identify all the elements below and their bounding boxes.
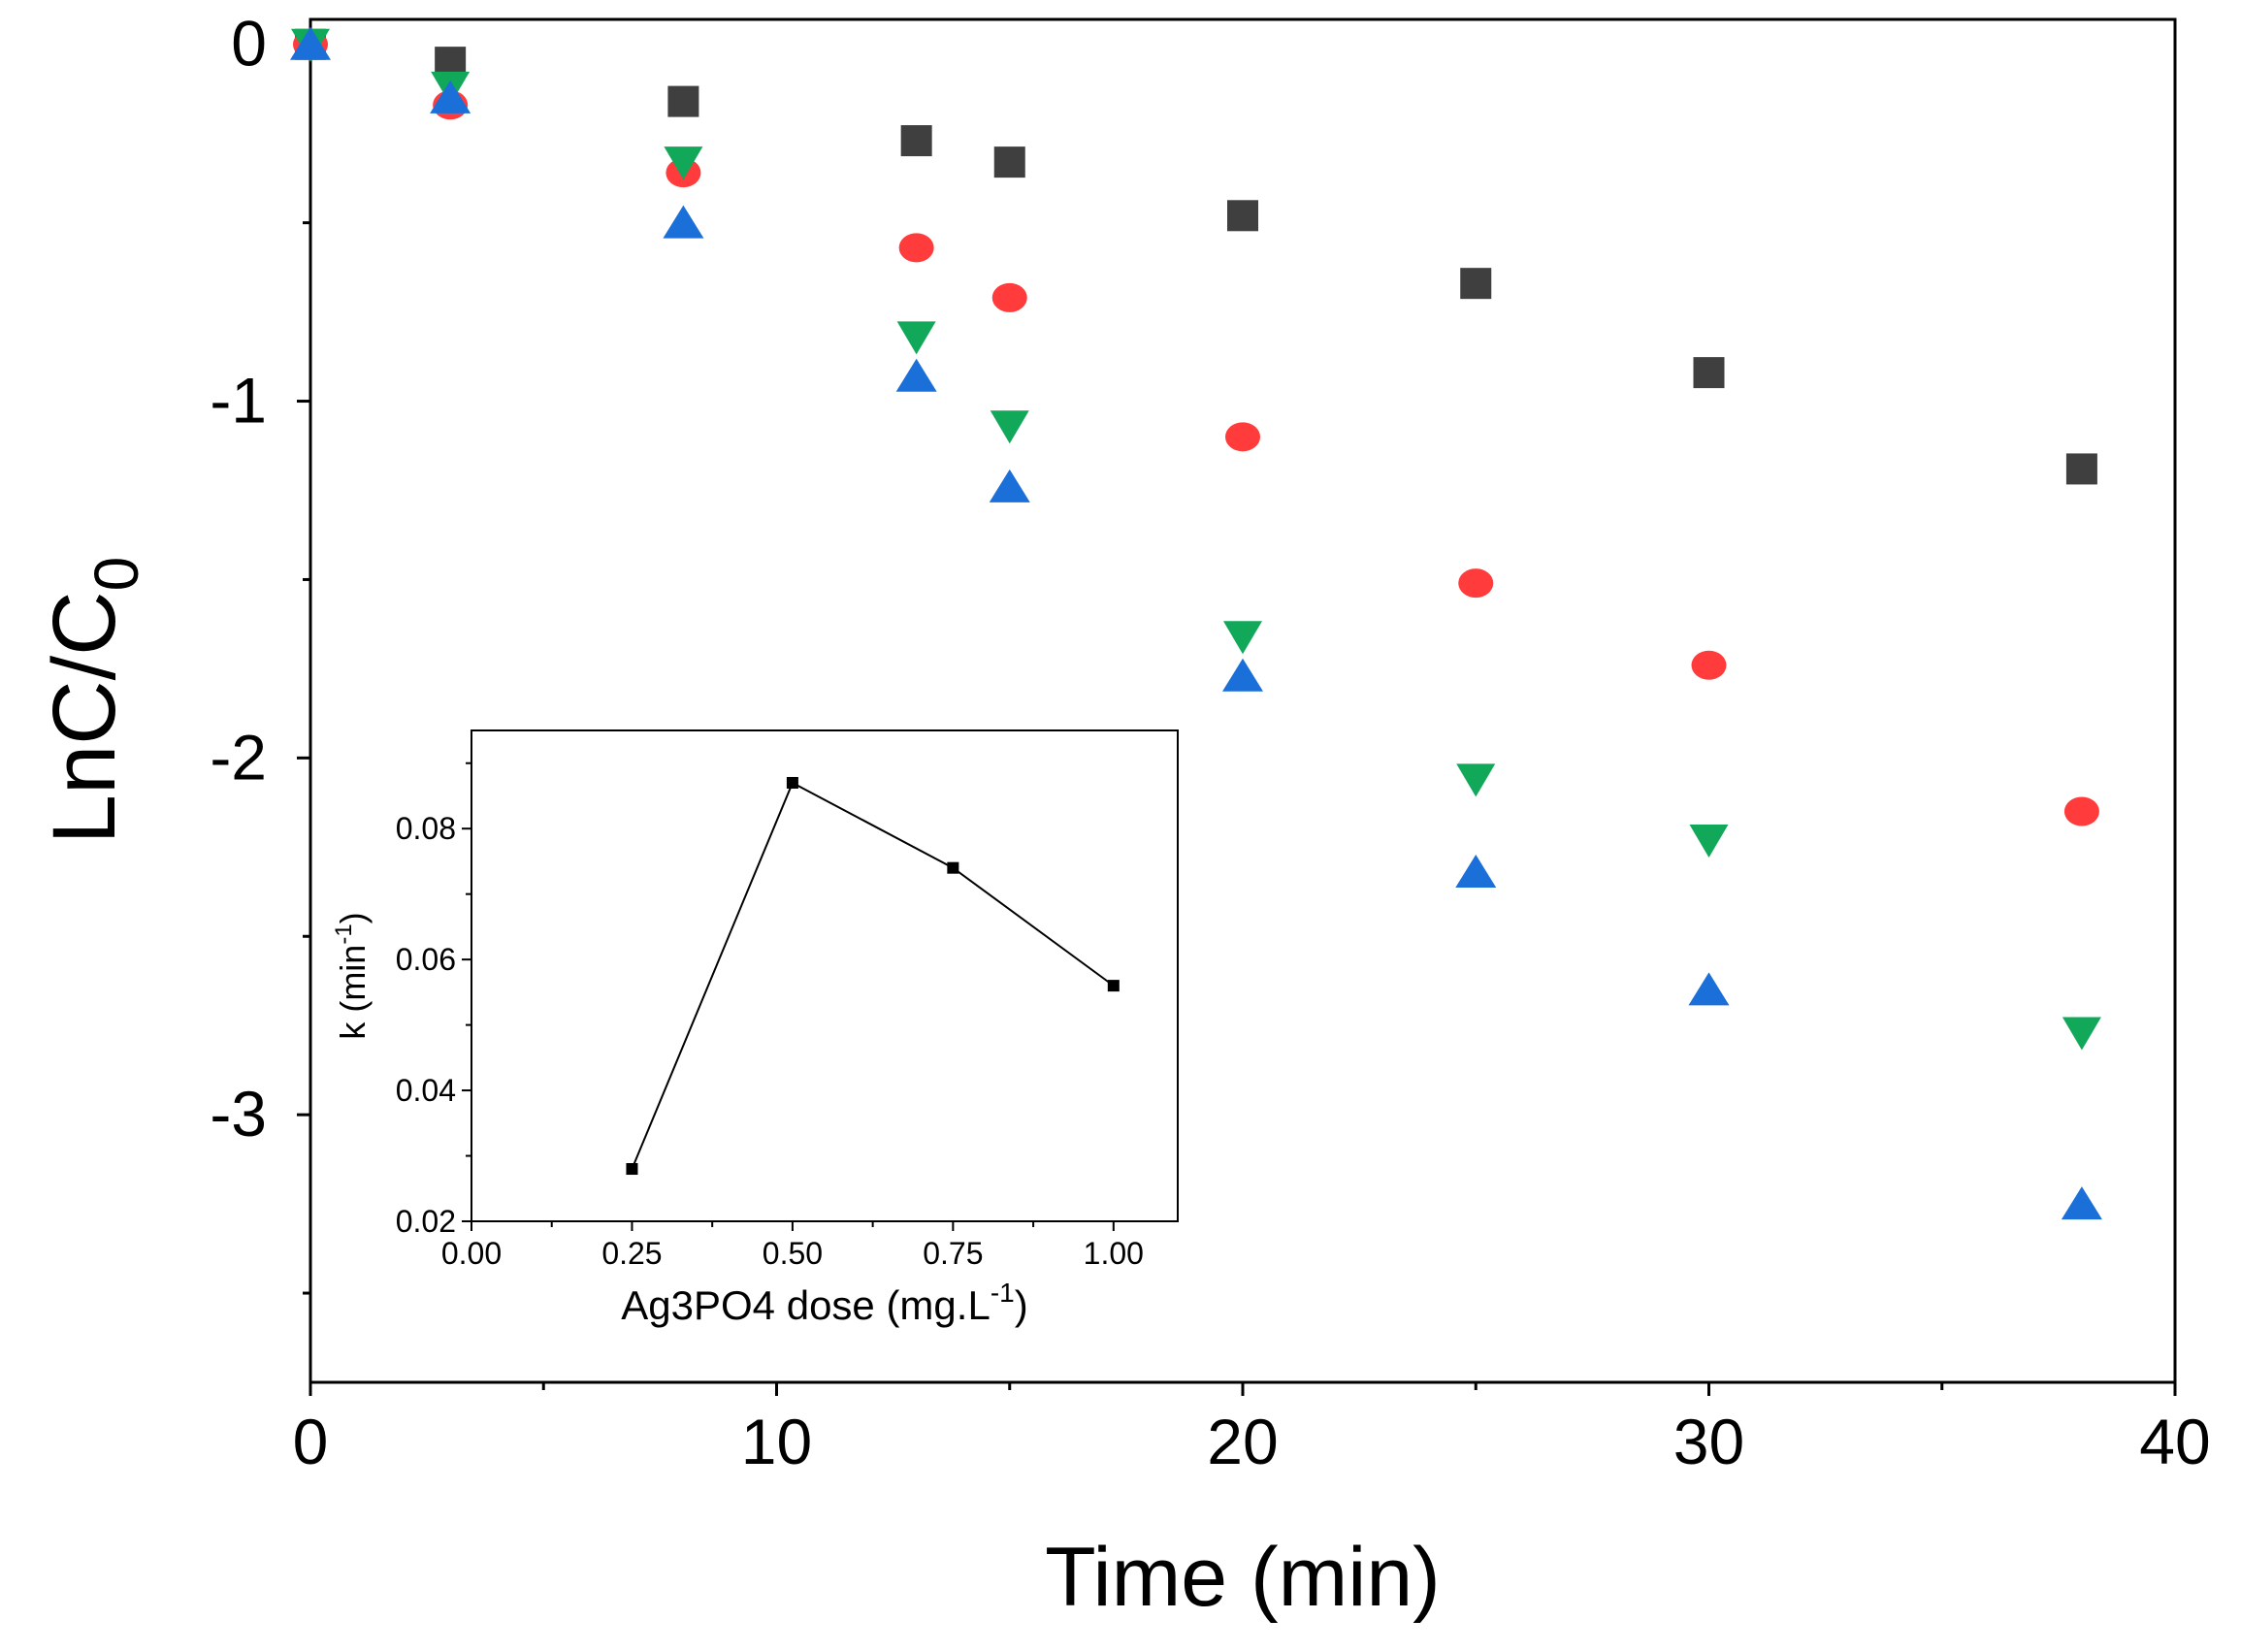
main-point-square [900, 125, 932, 157]
main-y-tick-label: -2 [210, 721, 267, 793]
inset-plot-frame [471, 729, 1179, 1222]
inset-x-tick-label: 0.50 [763, 1236, 823, 1271]
main-point-circle [898, 233, 934, 263]
main-point-square [2065, 453, 2097, 485]
main-point-square [993, 146, 1025, 178]
inset-point [786, 776, 798, 789]
inset-x-tick-label: 0.00 [441, 1236, 502, 1271]
main-point-triangle-down [1689, 824, 1729, 858]
main-point-square [1460, 268, 1492, 300]
main-point-triangle-down [2062, 1017, 2101, 1051]
main-point-square [667, 85, 699, 117]
inset-x-axis-label: Ag3PO4 dose (mg.L-1) [621, 1278, 1027, 1328]
main-point-triangle-up [663, 205, 704, 239]
main-x-tick-label: 10 [741, 1406, 812, 1477]
main-point-square [1227, 200, 1258, 232]
main-point-triangle-down [1223, 621, 1262, 655]
main-y-tick-label: -3 [210, 1078, 267, 1150]
main-x-tick-label: 30 [1673, 1406, 1744, 1477]
main-point-triangle-up [2061, 1186, 2102, 1220]
main-point-circle [1691, 650, 1727, 680]
main-point-circle [991, 282, 1027, 312]
inset-y-axis-label: k (min-1) [331, 912, 373, 1039]
main-point-triangle-down [896, 321, 936, 355]
main-point-triangle-down [664, 146, 703, 180]
inset-line [631, 781, 1115, 1170]
main-point-triangle-up [290, 26, 331, 60]
inset-background [471, 730, 1178, 1221]
inset-series [626, 776, 1120, 1176]
main-series [290, 26, 2102, 1220]
main-point-triangle-up [1455, 855, 1497, 889]
main-point-triangle-down [990, 410, 1029, 444]
inset-point [626, 1163, 638, 1176]
inset-x-ticks: 0.00 0.25 0.50 0.75 1.00 [441, 1221, 1144, 1271]
main-point-triangle-up [1222, 658, 1263, 692]
main-point-triangle-down [1456, 763, 1496, 797]
main-y-axis-label: LnC/C0 [35, 557, 151, 844]
main-point-circle [1458, 568, 1494, 599]
main-x-tick-label: 40 [2139, 1406, 2210, 1477]
main-x-axis-label: Time (min) [1045, 1531, 1441, 1624]
main-point-triangle-up [430, 80, 471, 113]
inset-y-tick-label: 0.06 [396, 942, 456, 977]
main-y-tick-label: 0 [231, 8, 267, 80]
inset-y-tick-label: 0.04 [396, 1073, 456, 1108]
main-point-circle [1225, 422, 1260, 452]
main-point-triangle-up [895, 358, 937, 392]
main-x-ticks: 0 10 20 30 40 [293, 1382, 2211, 1477]
inset-x-tick-label: 1.00 [1084, 1236, 1144, 1271]
main-x-tick-label: 0 [293, 1406, 329, 1477]
main-point-square [1693, 357, 1725, 389]
inset-y-tick-label: 0.02 [396, 1204, 456, 1239]
main-y-ticks: 0 -1 -2 -3 [210, 8, 310, 1295]
inset-point [1107, 980, 1120, 992]
main-x-tick-label: 20 [1207, 1406, 1278, 1477]
inset-x-tick-label: 0.75 [923, 1236, 983, 1271]
main-y-tick-label: -1 [210, 365, 267, 437]
inset-y-ticks: 0.02 0.04 0.06 0.08 [396, 761, 471, 1239]
main-point-circle [2063, 796, 2099, 826]
main-point-triangle-up [989, 469, 1030, 502]
main-point-triangle-up [1688, 972, 1730, 1006]
inset-x-tick-label: 0.25 [601, 1236, 662, 1271]
inset-point [947, 861, 959, 874]
inset-y-tick-label: 0.08 [396, 811, 456, 846]
